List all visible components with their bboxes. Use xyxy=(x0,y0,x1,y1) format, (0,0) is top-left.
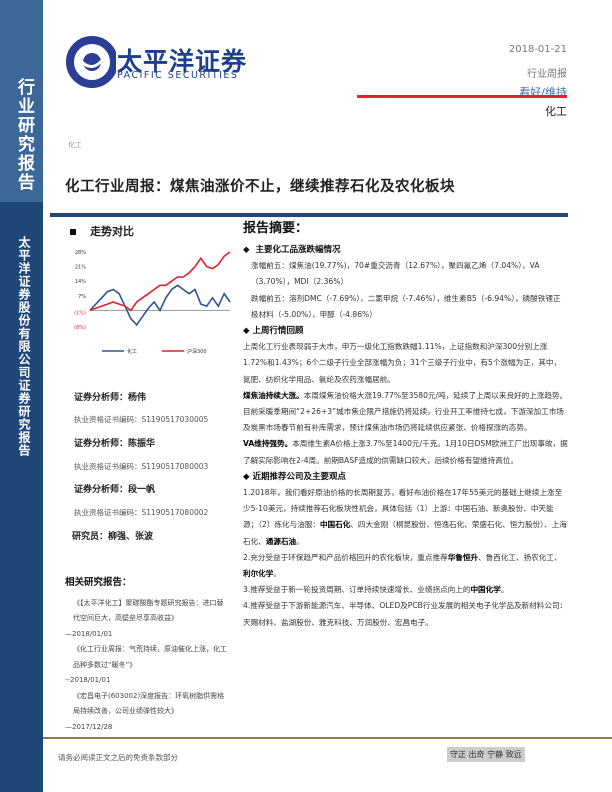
section-heading: ◆ 主要化工品涨跌幅情况 xyxy=(243,245,341,255)
analyst-2-license: 执业资格证书编码：S1190517080003 xyxy=(74,462,209,471)
recommendation-3: 3.推荐受益于新一轮投资周期、订单持续快速增长、业绩拐点向上的中国化学。 xyxy=(243,582,568,598)
y-tick-label: 21% xyxy=(75,265,86,271)
company: 中国石化 xyxy=(319,520,351,530)
y-tick-label: (8%) xyxy=(74,325,86,331)
section-heading: ◆ 近期推荐公司及主要观点 xyxy=(243,471,347,482)
coal-tar-paragraph: 煤焦油持续大涨。本周煤焦油价格大涨19.77%至3580元/吨，延续了上周以来良… xyxy=(243,388,568,437)
analyst-3-license: 执业资格证书编码：S1190517080002 xyxy=(74,508,209,517)
related-heading: 相关研究报告： xyxy=(65,577,132,588)
footer-divider xyxy=(43,737,612,739)
recommendation-1: 1.2018年，我们看好原油价格的长周期复苏，看好布油价格在17年55美元的基础… xyxy=(243,485,568,550)
divider xyxy=(50,213,568,217)
category: 化工 xyxy=(68,141,82,149)
related-report-link[interactable]: 《化工行业周报：气荒持续，原油催化上涨，化工品种多数过“暖冬”》 xyxy=(73,645,227,669)
related-report-link[interactable]: 《宏昌电子(603002)深度报告：环氧树脂供需格局持续改善，公司业绩弹性较大》 xyxy=(73,691,225,716)
text: 2.充分受益于环保趋严和产品价格回升的农化板块，重点推荐 xyxy=(243,552,448,562)
va-paragraph: VA维持强势。本周维生素A价格上涨3.7%至1400元/千克。1月10日DSM欧… xyxy=(243,436,568,468)
section-heading-text: 近期推荐公司及主要观点 xyxy=(252,471,347,482)
page-title: 化工行业周报：煤焦油涨价不止，继续推荐石化及农化板块 xyxy=(65,178,455,195)
summary-heading: 报告摘要： xyxy=(243,221,309,236)
recommendation-2: 2.充分受益于环保趋严和产品价格回升的农化板块，重点推荐华鲁恒升、鲁西化工、扬农… xyxy=(243,550,568,582)
report-type: 行业周报 xyxy=(527,69,567,80)
sidebar-top xyxy=(0,0,43,202)
report-date: 2018-01-21 xyxy=(508,44,567,55)
text: 、四大金刚（桐昆股份、恒逸石化、荣盛石化、恒力股份）、上海石化、 xyxy=(243,520,567,546)
sidebar-bottom xyxy=(0,202,43,792)
company: 利尔化学 xyxy=(243,569,274,579)
related-report-date: --2018/01/01 xyxy=(65,676,111,684)
top-losers: 跌幅前五：溶剂DMC（-7.69%），二氯甲烷（-7.46%），维生素B5（-6… xyxy=(251,293,561,319)
section-heading-text: 主要化工品涨跌幅情况 xyxy=(255,245,341,255)
square-bullet-icon xyxy=(70,229,76,235)
text: 。 xyxy=(296,536,304,546)
sector: 化工 xyxy=(545,105,567,118)
y-tick-label: 14% xyxy=(75,279,86,285)
logo-name: 太平洋证券 xyxy=(117,47,248,76)
paragraph-text: 本周煤焦油价格大涨19.77%至3580元/吨，延续了上周以来良好的上涨趋势。目… xyxy=(243,390,568,433)
sidebar-title: 行业研究报告 xyxy=(14,78,34,192)
company: 通源石油 xyxy=(265,536,297,546)
sidebar-company: 太平洋证券股份有限公司证券研究报告 xyxy=(17,236,31,457)
y-tick-label: 7% xyxy=(78,294,86,300)
section-heading: ◆ 上周行情回顾 xyxy=(243,326,304,337)
analyst-2: 证券分析师：陈振华 xyxy=(74,439,156,449)
trend-chart: 28% 21% 14% 7% (1%) (8%) 化工 沪深300 xyxy=(74,250,231,355)
company: 华鲁恒升 xyxy=(447,552,479,562)
text: 、鲁西化工、扬农化工、 xyxy=(478,552,562,562)
related-report-date: —2017/12/28 xyxy=(65,722,113,731)
legend-label: 化工 xyxy=(127,348,137,355)
trend-heading-text: 走势对比 xyxy=(90,225,134,238)
analyst-1-license: 执业资格证书编码：S1190517030005 xyxy=(74,415,209,424)
series-line-0 xyxy=(89,284,231,327)
motto: 守正 出奇 宁静 致远 xyxy=(447,747,525,762)
logo-english: PACIFIC SECURITIES xyxy=(117,70,239,81)
legend-label: 沪深300 xyxy=(187,348,207,355)
text: 。 xyxy=(273,569,281,579)
trend-heading: 走势对比 xyxy=(70,223,134,239)
text: 3.推荐受益于新一轮投资周期、订单持续快速增长、业绩拐点向上的 xyxy=(243,585,471,595)
related-reports: 相关研究报告： 《【太平洋化工】聚碳酸酯专题研究报告：进口替代空间巨大，高壁垒尽… xyxy=(65,575,230,735)
researchers: 研究员：柳强、张波 xyxy=(72,532,154,542)
y-tick-label: 28% xyxy=(75,250,86,256)
related-report-date: —2018/01/01 xyxy=(65,629,113,638)
text: 。 xyxy=(500,585,509,595)
bold-lead: 煤焦油持续大涨。 xyxy=(243,390,304,400)
paragraph-text: 本周维生素A价格上涨3.7%至1400元/千克。1月10日DSM欧洲工厂出现事故… xyxy=(243,439,568,465)
y-tick-label: (1%) xyxy=(74,310,86,316)
pacific-logo-icon xyxy=(58,13,116,98)
market-review: 上周化工行业表现弱于大市，申万一级化工指数跌幅1.11%，上证指数和沪深300分… xyxy=(243,342,562,384)
company: 中国化学 xyxy=(470,585,501,595)
text: 1.2018年，我们看好原油价格的长周期复苏，看好布油价格在17年55美元的基础… xyxy=(243,488,563,530)
section-heading-text: 上周行情回顾 xyxy=(252,326,304,337)
summary: 报告摘要： ◆ 主要化工品涨跌幅情况 涨幅前五：煤焦油(19.77%)，70#重… xyxy=(243,220,568,631)
disclaimer-note: 请务必阅读正文之后的免责条款部分 xyxy=(58,753,178,762)
related-report-link[interactable]: 《【太平洋化工】聚碳酸酯专题研究报告：进口替代空间巨大，高壁垒尽享高收益》 xyxy=(73,598,224,623)
bold-lead: VA维持强势。 xyxy=(243,439,293,449)
analyst-1: 证券分析师：杨伟 xyxy=(74,393,147,403)
top-gainers: 涨幅前五：煤焦油(19.77%)，70#重交沥青（12.67%），聚四氟乙烯（7… xyxy=(251,261,540,287)
series-line-1 xyxy=(89,251,231,312)
divider xyxy=(357,95,567,98)
recommendation-4: 4.推荐受益于下游新能源汽车、半导体、OLED及PCB行业发展的相关电子化学品及… xyxy=(243,601,568,627)
analyst-3: 证券分析师：段一帆 xyxy=(74,485,156,495)
